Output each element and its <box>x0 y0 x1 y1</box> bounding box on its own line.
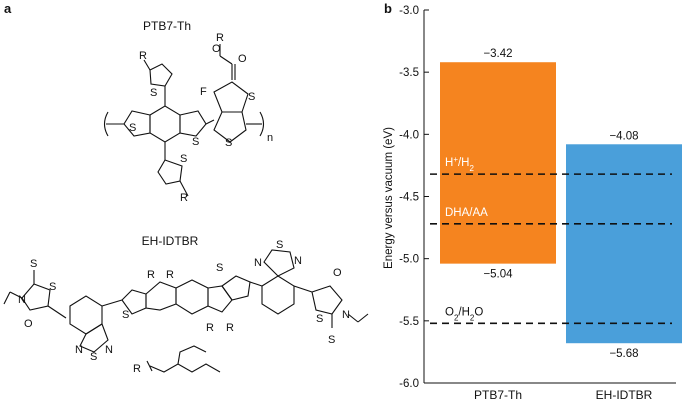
ehidtbr-atom-o-left: O <box>24 318 33 330</box>
x-category-label: PTB7-Th <box>474 388 522 402</box>
ehidtbr-atom-n-btd-l2: N <box>105 344 113 356</box>
ref0-main: H <box>445 157 453 169</box>
y-tick-label: -5.5 <box>399 316 419 328</box>
ehidtbr-btd-left <box>69 295 103 335</box>
ehidtbr-rhodanine-right <box>311 285 343 315</box>
ref2-end: O <box>474 306 483 318</box>
y-tick-label: -3.5 <box>399 67 419 79</box>
ehidtbr-atom-n-left: N <box>18 294 26 306</box>
ehidtbr-atom-r-idt-1: R <box>147 269 155 281</box>
ref2-sub2: 2 <box>470 313 475 322</box>
ehidtbr-atom-r-idt-2: R <box>166 269 174 281</box>
ref2-sub: 2 <box>454 313 459 322</box>
bar-ehidtbr-bottom-label: −5.68 <box>609 348 638 360</box>
ehidtbr-atom-o-right: O <box>333 267 342 279</box>
ptb7th-thiophene-top <box>149 63 173 87</box>
ehidtbr-atom-s-ring-left: S <box>49 281 56 293</box>
panel-b-letter: b <box>384 1 392 16</box>
ehidtbr-idt-thiophene-right <box>221 275 251 301</box>
ehidtbr-atom-s-ring-right: S <box>316 313 323 325</box>
ptb7th-atom-s-tt2: S <box>225 137 232 149</box>
ptb7th-atom-s-bdt-left: S <box>129 122 136 134</box>
y-tick-label: -4.5 <box>399 192 419 204</box>
ehidtbr-atom-r-sidechain: R <box>133 363 141 375</box>
ref2-mid: /H <box>458 306 470 318</box>
ehidtbr-atom-n-right: N <box>342 309 350 321</box>
panel-b: b Energy versus vacuum (eV) -3.0 -3.5 -4… <box>383 1 682 402</box>
ptb7th-atom-r-bottom: R <box>180 192 188 204</box>
ehidtbr-atom-r-idt-4: R <box>226 322 234 334</box>
x-category-label: EH-IDTBR <box>596 388 653 402</box>
y-axis-label: Energy versus vacuum (eV) <box>383 127 395 269</box>
y-tick-label: -5.0 <box>399 254 419 266</box>
ehidtbr-sidechain-branch <box>177 345 207 365</box>
panel-a-letter: a <box>4 1 12 16</box>
ehidtbr-atom-r-idt-3: R <box>206 322 214 334</box>
ptb7th-bracket-right <box>259 111 265 137</box>
ptb7th-thiophene-bottom <box>157 159 183 185</box>
ehidtbr-atom-n-btd-l1: N <box>75 344 83 356</box>
bar-ptb7th-bottom-label: −5.04 <box>483 269 513 281</box>
ptb7th-atom-s-bdt-right: S <box>192 136 199 148</box>
y-tick-label: -3.0 <box>399 5 419 17</box>
ehidtbr-idt-cp-right <box>207 285 233 313</box>
bar-ptb7th-top-label: −3.42 <box>483 48 512 60</box>
bar-ehidtbr <box>566 144 682 344</box>
ehidtbr-idt-benzene <box>175 279 209 315</box>
ptb7th-atom-f: F <box>200 86 207 98</box>
ref2-main: O <box>445 306 454 318</box>
ehidtbr-atom-s-thione-left: S <box>30 258 37 270</box>
ptb7th-thienothiophene-a <box>213 81 249 113</box>
ehidtbr-atom-s-thione-right: S <box>328 334 335 346</box>
bar-ehidtbr-top-label: −4.08 <box>609 130 638 142</box>
ptb7th-title: PTB7-Th <box>143 19 191 33</box>
ptb7th-structure: PTB7-Th R S O R O F S S S <box>103 19 273 204</box>
ptb7th-thienothiophene-b <box>213 111 247 143</box>
ehidtbr-atom-s-idt-l: S <box>122 309 129 321</box>
ehidtbr-atom-n-btd-r2: N <box>294 255 302 267</box>
y-tick-label: -6.0 <box>399 378 419 390</box>
ptb7th-atom-s-tt1: S <box>248 91 255 103</box>
ehidtbr-atom-n-btd-r1: N <box>254 257 262 269</box>
ptb7th-bracket-left <box>103 111 109 137</box>
ptb7th-atom-r-top: R <box>139 50 147 62</box>
ref-label-dha-aa: DHA/AA <box>445 207 488 219</box>
ehidtbr-structure: EH-IDTBR S S N O N S N S S <box>3 234 369 375</box>
ehidtbr-sidechain-wavy <box>146 360 153 372</box>
ehidtbr-btd-right-ring <box>263 249 295 277</box>
ptb7th-atom-s-top: S <box>150 87 157 99</box>
ehidtbr-sidechain-main <box>149 363 221 373</box>
ehidtbr-btd-right <box>261 275 295 315</box>
bar-ptb7th <box>440 62 556 264</box>
panel-a: a PTB7-Th R S O R O F S S <box>3 1 369 375</box>
ref0-mid: /H <box>458 157 470 169</box>
ehidtbr-rhodanine-left <box>21 283 51 311</box>
y-ticks: -3.0 -3.5 -4.0 -4.5 -5.0 -5.5 -6.0 <box>399 5 429 390</box>
ehidtbr-atom-s-btd-r: S <box>276 239 283 251</box>
ref0-sup: + <box>453 155 458 164</box>
ehidtbr-atom-s-btd-l: S <box>90 351 97 363</box>
ehidtbr-title: EH-IDTBR <box>142 234 199 248</box>
ref-label-h-plus-h2: H+/H2 <box>445 155 474 173</box>
ptb7th-bdt-right <box>179 110 207 137</box>
ehidtbr-atom-s-idt-r: S <box>216 262 223 274</box>
ehidtbr-btd-left-ring <box>79 323 109 353</box>
ptb7th-atom-s-bottom: S <box>180 153 187 165</box>
y-tick-label: -4.0 <box>399 129 419 141</box>
ptb7th-atom-o-carbonyl: O <box>238 53 247 65</box>
ehidtbr-idt-cp-left <box>145 281 177 311</box>
ptb7th-bdt-left <box>123 110 151 137</box>
ptb7th-atom-o-ester: O <box>212 43 221 55</box>
ref0-sub: 2 <box>469 164 474 173</box>
ref-label-o2-h2o: O2/H2O <box>445 306 483 322</box>
ptb7th-atom-r-ester: R <box>216 32 224 44</box>
ptb7th-bdt-core <box>149 105 181 143</box>
ptb7th-repeat-n: n <box>267 132 273 144</box>
